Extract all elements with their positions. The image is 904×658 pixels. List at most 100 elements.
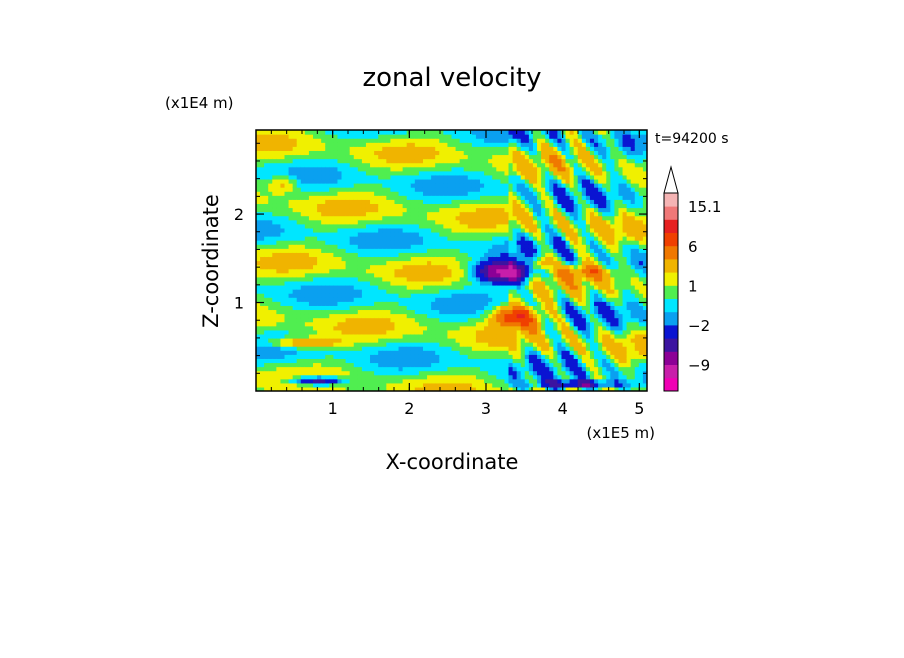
heatmap-cell [341,305,347,311]
heatmap-cell [288,293,294,298]
heatmap-cell [528,346,534,351]
heatmap-cell [284,309,290,315]
heatmap-cell [304,293,310,298]
heatmap-cell [345,240,351,245]
heatmap-cell [378,195,383,200]
heatmap-cell [329,146,334,151]
heatmap-cell [406,362,412,368]
heatmap-cell [484,309,489,315]
heatmap-cell [553,333,558,339]
heatmap-cell [463,329,469,335]
heatmap-cell [569,211,575,217]
heatmap-cell [492,293,497,298]
heatmap-cell [532,166,538,172]
heatmap-cell [317,219,322,225]
heatmap-cell [394,370,400,376]
heatmap-cell [492,374,497,380]
heatmap-cell [557,211,563,217]
heatmap-cell [459,215,465,221]
heatmap-cell [427,276,432,282]
heatmap-cell [488,382,493,388]
heatmap-cell [345,170,351,176]
heatmap-cell [443,162,449,168]
heatmap-cell [439,154,444,160]
heatmap-cell [390,162,396,168]
heatmap-cell [374,178,379,184]
heatmap-cell [528,219,534,225]
heatmap-cell [402,362,408,368]
heatmap-cell [264,191,269,196]
heatmap-cell [492,260,497,266]
heatmap-cell [280,227,286,233]
heatmap-cell [260,138,265,143]
heatmap-cell [532,138,538,143]
heatmap-cell [427,370,432,376]
heatmap-cell [431,170,436,176]
heatmap-cell [467,219,473,225]
heatmap-cell [451,227,457,233]
heatmap-cell [439,301,444,306]
heatmap-cell [480,199,485,205]
heatmap-cell [370,203,375,209]
heatmap-cell [549,374,554,380]
heatmap-cell [516,370,522,376]
heatmap-cell [378,301,383,306]
heatmap-cell [390,158,396,164]
heatmap-cell [357,346,363,351]
heatmap-cell [264,231,269,237]
heatmap-cell [398,313,404,319]
heatmap-cell [280,317,286,323]
heatmap-cell [394,142,400,147]
heatmap-cell [378,317,383,323]
heatmap-cell [520,366,526,372]
heatmap-cell [569,374,575,380]
heatmap-cell [504,178,510,184]
heatmap-cell [545,297,550,302]
heatmap-cell [288,256,294,262]
heatmap-cell [439,342,444,347]
heatmap-cell [406,342,412,347]
heatmap-cell [398,301,404,306]
heatmap-cell [276,386,282,391]
heatmap-cell [410,142,416,147]
heatmap-cell [443,207,449,213]
heatmap-cell [357,130,363,135]
heatmap-cell [276,215,282,221]
heatmap-cell [537,134,542,139]
heatmap-cell [370,366,375,372]
heatmap-cell [569,138,575,143]
heatmap-cell [484,280,489,286]
heatmap-cell [313,211,318,217]
heatmap-cell [349,248,355,253]
heatmap-cell [439,211,444,217]
heatmap-cell [508,321,514,327]
heatmap-cell [292,223,298,229]
heatmap-cell [308,284,314,290]
heatmap-cell [296,256,302,262]
heatmap-cell [390,231,396,237]
heatmap-cell [422,203,428,209]
heatmap-cell [516,329,522,335]
heatmap-cell [524,264,530,270]
heatmap-cell [427,378,432,384]
heatmap-cell [304,240,310,245]
heatmap-cell [386,333,392,339]
heatmap-cell [390,354,396,359]
heatmap-cell [402,211,408,217]
heatmap-cell [288,199,294,205]
heatmap-cell [459,240,465,245]
heatmap-cell [296,203,302,209]
heatmap-cell [524,268,530,274]
heatmap-cell [390,130,396,135]
heatmap-cell [512,301,518,306]
heatmap-cell [361,337,367,343]
heatmap-cell [313,346,318,351]
heatmap-cell [553,195,558,200]
heatmap-cell [549,268,554,274]
heatmap-cell [304,252,310,258]
heatmap-cell [410,301,416,306]
heatmap-cell [300,187,306,192]
heatmap-cell [488,199,493,205]
heatmap-cell [296,268,302,274]
heatmap-cell [565,342,571,347]
